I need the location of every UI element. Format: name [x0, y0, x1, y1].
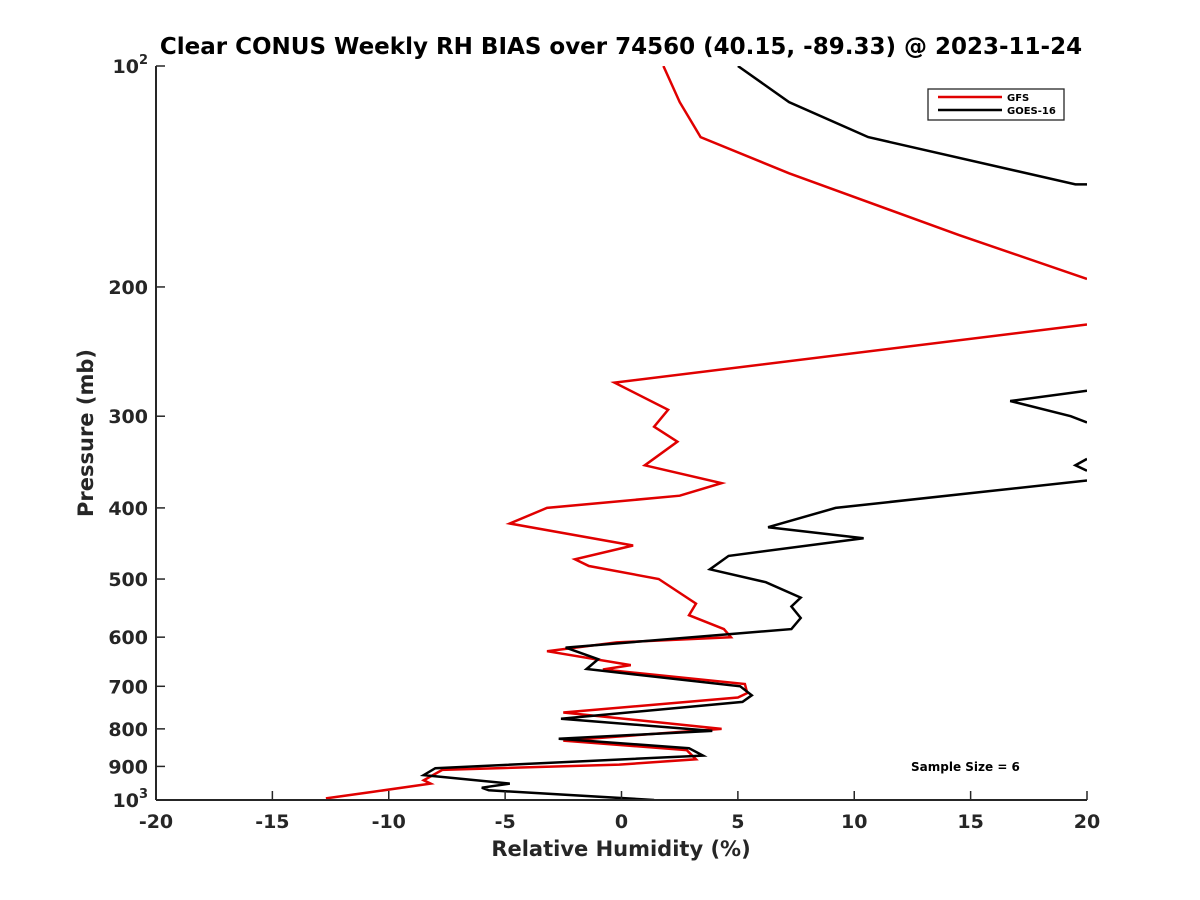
- x-tick-label: 15: [957, 811, 983, 833]
- y-axis-label: Pressure (mb): [74, 349, 98, 517]
- x-tick-label: -10: [372, 811, 406, 833]
- y-tick-label: 200: [108, 277, 148, 299]
- y-tick-label: 300: [108, 406, 148, 428]
- legend-label-gfs: GFS: [1007, 93, 1029, 104]
- y-tick-label: 600: [108, 627, 148, 649]
- x-tick-label: 10: [841, 811, 867, 833]
- y-tick-label: 500: [108, 569, 148, 591]
- y-tick-label: 400: [108, 498, 148, 520]
- x-ticks: -20 -15 -10 -5 0 5 10 15 20: [139, 791, 1100, 833]
- x-tick-label: -15: [255, 811, 289, 833]
- y-tick-label: 102: [113, 53, 149, 78]
- chart-title: Clear CONUS Weekly RH BIAS over 74560 (4…: [160, 34, 1082, 60]
- y-ticks: 102 200 300 400 500 600 700 800 900 103: [108, 53, 165, 812]
- x-tick-label: 5: [731, 811, 744, 833]
- legend-box: [927, 88, 1065, 121]
- legend: GFS GOES-16: [927, 88, 1065, 121]
- x-tick-label: 0: [615, 811, 628, 833]
- x-tick-label: 20: [1074, 811, 1100, 833]
- series-line-goes-16: [419, 66, 1087, 800]
- y-tick-label: 700: [108, 676, 148, 698]
- y-tick-label: 900: [108, 756, 148, 778]
- y-tick-label: 800: [108, 719, 148, 741]
- x-tick-label: -5: [495, 811, 516, 833]
- legend-label-goes16: GOES-16: [1007, 106, 1056, 117]
- x-axis-label: Relative Humidity (%): [491, 837, 750, 861]
- sample-size-annotation: Sample Size = 6: [911, 760, 1020, 774]
- plot-series: [325, 66, 1087, 800]
- x-tick-label: -20: [139, 811, 173, 833]
- y-tick-label: 103: [113, 787, 149, 812]
